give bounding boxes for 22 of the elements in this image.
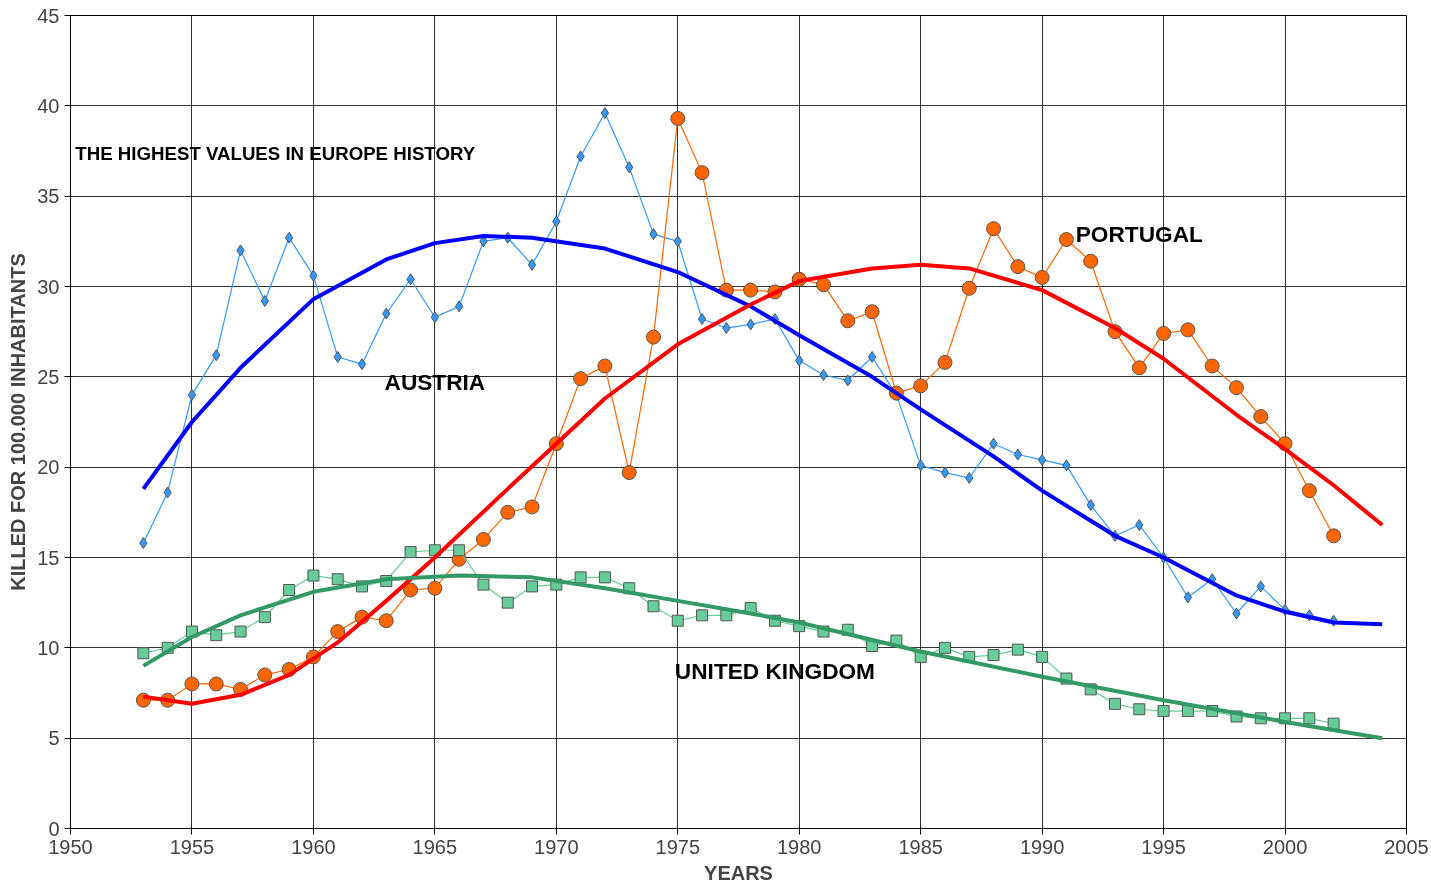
x-axis-title: YEARS [704,861,773,884]
x-tick-label: 1985 [898,835,943,858]
y-tick-label: 10 [37,636,60,659]
x-tick-label: 1975 [655,835,701,858]
x-tick-label: 1960 [291,835,336,858]
x-tick-label: 2005 [1384,835,1429,858]
y-tick-label: 15 [37,546,60,569]
y-tick-label: 5 [48,727,60,750]
x-tick-label: 1980 [776,835,822,858]
y-tick-label: 30 [37,275,60,298]
x-tick-label: 1990 [1019,835,1065,858]
x-tick-label: 2000 [1262,835,1308,858]
y-axis-title: KILLED FOR 100.000 INHABITANTS [7,253,30,591]
x-tick-label: 1995 [1141,835,1186,858]
y-tick-label: 35 [37,185,60,208]
x-tick-label: 1970 [534,835,579,858]
x-tick-label: 1965 [412,835,458,858]
y-tick-label: 40 [37,94,60,117]
y-tick-label: 45 [37,4,60,27]
x-tick-label: 1955 [169,835,215,858]
y-tick-label: 20 [37,456,60,479]
y-tick-label: 25 [37,365,60,388]
